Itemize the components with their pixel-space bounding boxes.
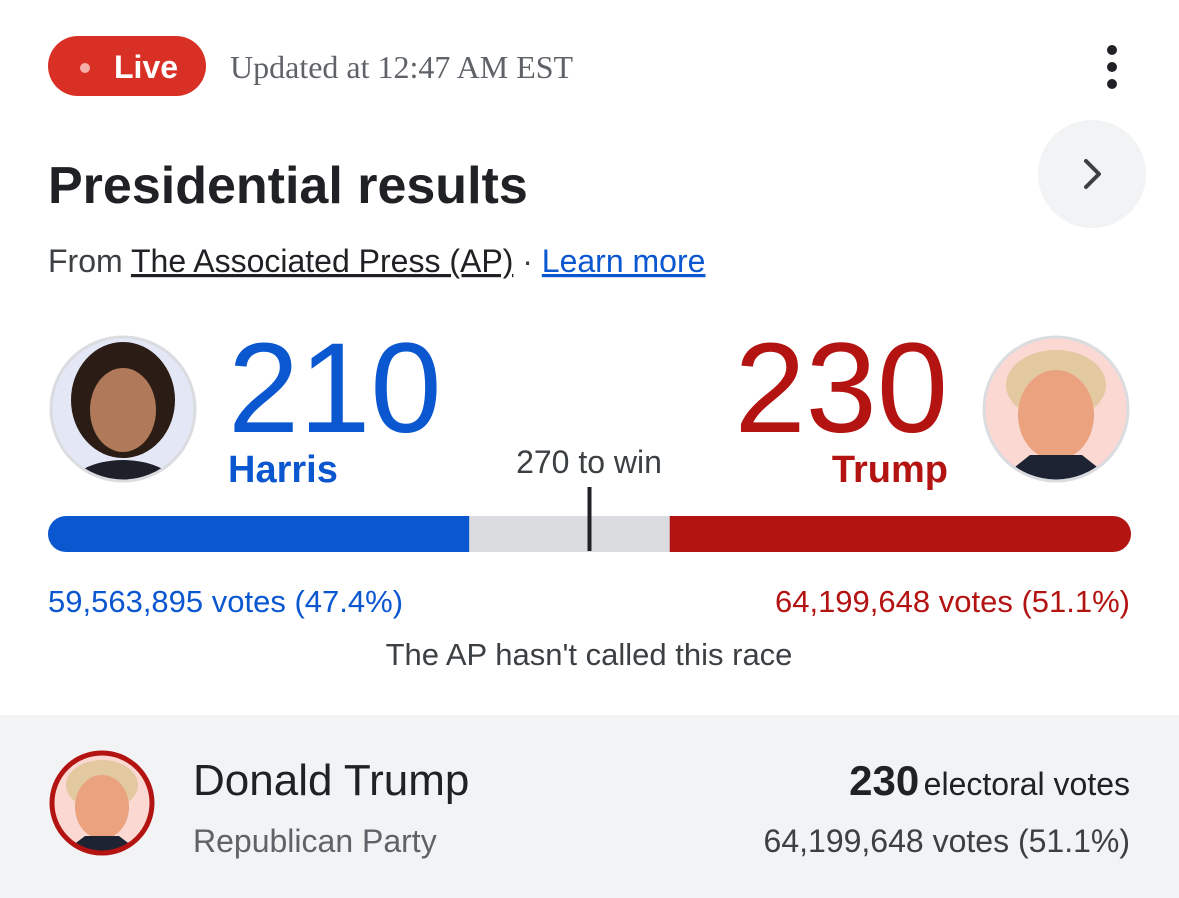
leader-electoral-label: electoral votes <box>924 766 1130 802</box>
separator: · <box>522 243 533 279</box>
source-line: From The Associated Press (AP) · Learn m… <box>48 243 705 279</box>
trump-bar <box>669 516 1131 552</box>
harris-electoral: 210 <box>228 317 442 460</box>
leader-electoral: 230 <box>849 757 919 804</box>
leader-votes: 64,199,648 votes (51.1%) <box>764 823 1130 859</box>
updated-time: Updated at 12:47 AM EST <box>230 49 574 85</box>
status: The AP hasn't called this race <box>386 637 793 672</box>
harris-bar <box>48 516 470 552</box>
leader-row[interactable] <box>0 715 1179 898</box>
trump-votes: 64,199,648 votes (51.1%) <box>775 584 1130 619</box>
live-label: Live <box>114 49 178 85</box>
leader-name: Donald Trump <box>193 756 469 805</box>
learn-more-link[interactable]: Learn more <box>542 243 706 279</box>
live-badge[interactable] <box>48 36 206 96</box>
source-link[interactable]: The Associated Press (AP) <box>131 243 513 279</box>
trump-avatar <box>984 337 1128 481</box>
harris-name: Harris <box>228 449 338 491</box>
harris-avatar <box>51 337 195 481</box>
leader-avatar <box>54 755 150 851</box>
next-button[interactable] <box>1038 120 1146 228</box>
title: Presidential results <box>48 157 528 215</box>
chevron-icon <box>1084 159 1101 189</box>
threshold-label: 270 to win <box>516 444 662 480</box>
live-dot <box>80 63 90 73</box>
bars <box>48 516 1131 552</box>
more-menu[interactable] <box>1107 45 1117 89</box>
harris-votes: 59,563,895 votes (47.4%) <box>48 584 403 619</box>
trump-name: Trump <box>832 449 948 491</box>
trump-electoral: 230 <box>734 317 948 460</box>
leader-party: Republican Party <box>193 823 437 859</box>
leader-electoral-line: 230 electoral votes <box>849 757 1130 804</box>
source-from: From <box>48 243 123 279</box>
